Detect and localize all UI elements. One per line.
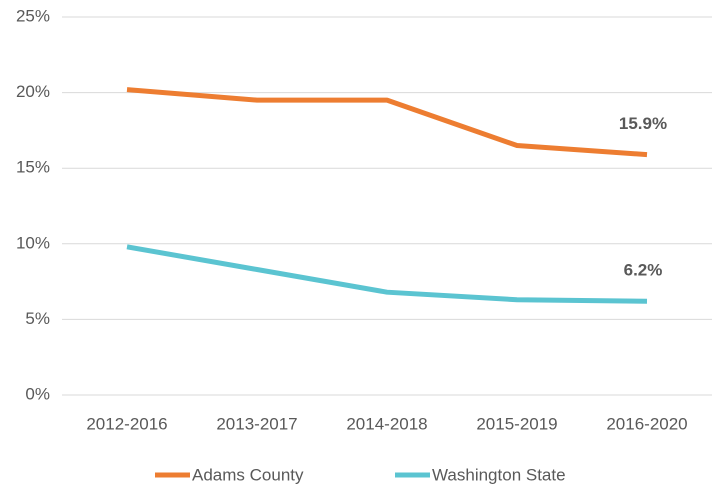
y-tick-label: 15% (16, 158, 50, 177)
legend-label: Adams County (192, 465, 304, 484)
x-tick-label: 2016-2020 (606, 414, 687, 433)
data-label: 6.2% (624, 261, 663, 280)
y-tick-label: 20% (16, 82, 50, 101)
x-tick-label: 2013-2017 (216, 414, 297, 433)
data-label: 15.9% (619, 114, 667, 133)
x-tick-label: 2015-2019 (476, 414, 557, 433)
y-tick-label: 0% (25, 384, 50, 403)
legend-label: Washington State (432, 465, 566, 484)
x-tick-label: 2012-2016 (86, 414, 167, 433)
y-tick-label: 25% (16, 6, 50, 25)
series-line (126, 87, 648, 158)
y-tick-label: 10% (16, 233, 50, 252)
x-tick-label: 2014-2018 (346, 414, 427, 433)
y-tick-label: 5% (25, 309, 50, 328)
series-line (126, 244, 648, 304)
